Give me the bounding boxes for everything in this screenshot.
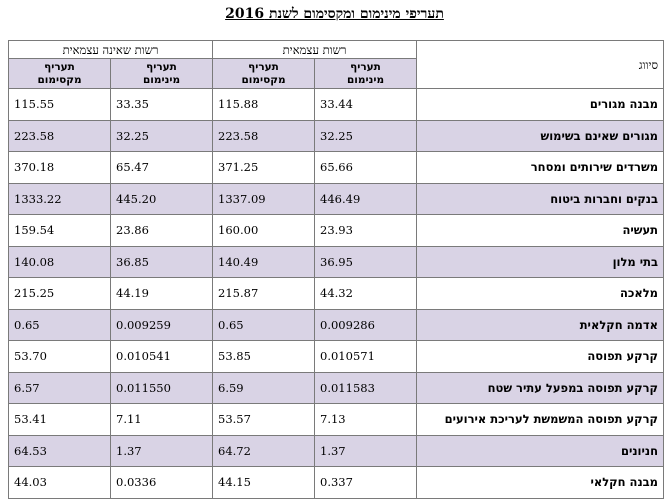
header-independent-min: תעריף מינימום xyxy=(314,58,418,89)
independent-max-cell: 115.88 xyxy=(212,88,316,121)
independent-max-cell: 44.15 xyxy=(212,466,316,499)
header-line: תעריף xyxy=(44,60,75,73)
table-row: קרקע תפוסה במפעל עתיר שטח 0.011583 6.59 … xyxy=(7,371,665,404)
independent-max-cell: 223.58 xyxy=(212,119,316,152)
independent-min-cell: 0.011583 xyxy=(314,371,418,404)
header-line: תעריף xyxy=(146,60,177,73)
table-row: מבנה חקלאי 0.337 44.15 0.0336 44.03 xyxy=(7,466,665,499)
row-label: בתי מלון xyxy=(416,245,665,278)
row-label: חניונים xyxy=(416,434,665,467)
non-independent-min-cell: 0.011550 xyxy=(110,371,214,404)
row-label: מגורים שאינם בשימוש xyxy=(416,119,665,152)
independent-min-cell: 32.25 xyxy=(314,119,418,152)
table-row: קרקע תפוסה המשמשת לעריכת אירועים 7.13 53… xyxy=(7,403,665,436)
independent-max-cell: 53.57 xyxy=(212,403,316,436)
independent-max-cell: 6.59 xyxy=(212,371,316,404)
non-independent-min-cell: 1.37 xyxy=(110,434,214,467)
non-independent-max-cell: 140.08 xyxy=(7,245,112,278)
table-row: בתי מלון 36.95 140.49 36.85 140.08 xyxy=(7,245,665,278)
non-independent-max-cell: 159.54 xyxy=(7,214,112,247)
non-independent-max-cell: 53.70 xyxy=(7,340,112,373)
non-independent-max-cell: 215.25 xyxy=(7,277,112,310)
non-independent-max-cell: 64.53 xyxy=(7,434,112,467)
row-label: מלאכה xyxy=(416,277,665,310)
independent-min-cell: 23.93 xyxy=(314,214,418,247)
independent-max-cell: 1337.09 xyxy=(212,182,316,215)
independent-min-cell: 36.95 xyxy=(314,245,418,278)
header-classification: סיווג xyxy=(416,40,665,89)
independent-min-cell: 44.32 xyxy=(314,277,418,310)
non-independent-max-cell: 223.58 xyxy=(7,119,112,152)
header-independent-max: תעריף מקסימום xyxy=(212,58,316,89)
non-independent-min-cell: 0.009259 xyxy=(110,308,214,341)
non-independent-max-cell: 115.55 xyxy=(7,88,112,121)
non-independent-min-cell: 36.85 xyxy=(110,245,214,278)
independent-min-cell: 0.009286 xyxy=(314,308,418,341)
header-group-non-independent: רשות שאינה עצמאית xyxy=(7,40,214,59)
row-label: מבנה חקלאי xyxy=(416,466,665,499)
independent-min-cell: 446.49 xyxy=(314,182,418,215)
header-line: מקסימום xyxy=(37,73,82,86)
row-label: קרקע תפוסה במפעל עתיר שטח xyxy=(416,371,665,404)
independent-max-cell: 215.87 xyxy=(212,277,316,310)
non-independent-max-cell: 6.57 xyxy=(7,371,112,404)
table-row: תעשיה 23.93 160.00 23.86 159.54 xyxy=(7,214,665,247)
independent-min-cell: 0.010571 xyxy=(314,340,418,373)
non-independent-min-cell: 32.25 xyxy=(110,119,214,152)
header-line: מקסימום xyxy=(241,73,286,86)
header-non-independent-min: תעריף מינימום xyxy=(110,58,214,89)
non-independent-min-cell: 0.010541 xyxy=(110,340,214,373)
independent-max-cell: 64.72 xyxy=(212,434,316,467)
header-group-independent: רשות עצמאית xyxy=(212,40,418,59)
table-row: משרדים שירותים ומסחר 65.66 371.25 65.47 … xyxy=(7,151,665,184)
independent-min-cell: 0.337 xyxy=(314,466,418,499)
non-independent-max-cell: 44.03 xyxy=(7,466,112,499)
independent-min-cell: 1.37 xyxy=(314,434,418,467)
independent-min-cell: 7.13 xyxy=(314,403,418,436)
row-label: אדמה חקלאית xyxy=(416,308,665,341)
independent-max-cell: 140.49 xyxy=(212,245,316,278)
non-independent-min-cell: 33.35 xyxy=(110,88,214,121)
header-line: תעריף xyxy=(350,60,381,73)
non-independent-min-cell: 65.47 xyxy=(110,151,214,184)
table-row: מבנה מגורים 33.44 115.88 33.35 115.55 xyxy=(7,88,665,121)
header-line: מינימום xyxy=(346,73,385,86)
row-label: קרקע תפוסה xyxy=(416,340,665,373)
independent-max-cell: 371.25 xyxy=(212,151,316,184)
header-line: מינימום xyxy=(142,73,181,86)
non-independent-max-cell: 0.65 xyxy=(7,308,112,341)
table-row: מגורים שאינם בשימוש 32.25 223.58 32.25 2… xyxy=(7,119,665,152)
row-label: קרקע תפוסה המשמשת לעריכת אירועים xyxy=(416,403,665,436)
independent-max-cell: 53.85 xyxy=(212,340,316,373)
non-independent-max-cell: 370.18 xyxy=(7,151,112,184)
non-independent-max-cell: 1333.22 xyxy=(7,182,112,215)
non-independent-min-cell: 7.11 xyxy=(110,403,214,436)
row-label: תעשיה xyxy=(416,214,665,247)
table-row: קרקע תפוסה 0.010571 53.85 0.010541 53.70 xyxy=(7,340,665,373)
table-row: חניונים 1.37 64.72 1.37 64.53 xyxy=(7,434,665,467)
non-independent-max-cell: 53.41 xyxy=(7,403,112,436)
table-title: תעריפי מינימום ומקסימום לשנת 2016 xyxy=(225,6,444,22)
table-row: מלאכה 44.32 215.87 44.19 215.25 xyxy=(7,277,665,310)
non-independent-min-cell: 44.19 xyxy=(110,277,214,310)
header-line: תעריף xyxy=(248,60,279,73)
non-independent-min-cell: 23.86 xyxy=(110,214,214,247)
row-label: בנקים וחברות ביטוח xyxy=(416,182,665,215)
independent-min-cell: 33.44 xyxy=(314,88,418,121)
row-label: משרדים שירותים ומסחר xyxy=(416,151,665,184)
independent-max-cell: 160.00 xyxy=(212,214,316,247)
row-label: מבנה מגורים xyxy=(416,88,665,121)
rates-table: סיווג רשות עצמאית רשות שאינה עצמאית תערי… xyxy=(7,40,665,499)
independent-min-cell: 65.66 xyxy=(314,151,418,184)
non-independent-min-cell: 0.0336 xyxy=(110,466,214,499)
table-row: בנקים וחברות ביטוח 446.49 1337.09 445.20… xyxy=(7,182,665,215)
header-non-independent-max: תעריף מקסימום xyxy=(7,58,112,89)
independent-max-cell: 0.65 xyxy=(212,308,316,341)
table-row: אדמה חקלאית 0.009286 0.65 0.009259 0.65 xyxy=(7,308,665,341)
non-independent-min-cell: 445.20 xyxy=(110,182,214,215)
